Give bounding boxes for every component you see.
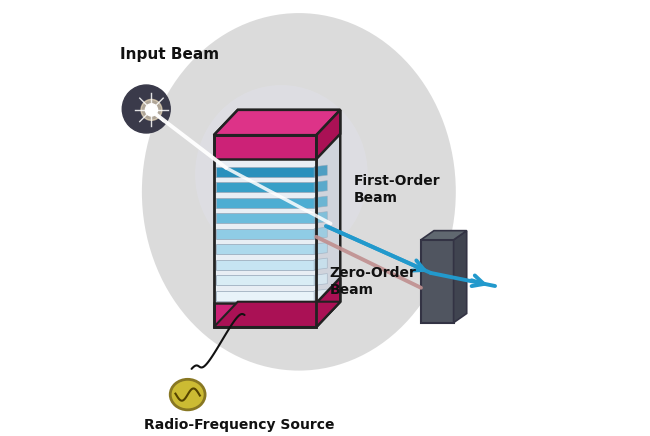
Circle shape (146, 104, 157, 116)
Polygon shape (317, 110, 340, 327)
Polygon shape (214, 110, 340, 135)
FancyBboxPatch shape (216, 275, 314, 285)
Polygon shape (314, 196, 328, 208)
Polygon shape (314, 227, 328, 239)
Polygon shape (421, 231, 467, 240)
Polygon shape (314, 181, 328, 192)
Polygon shape (214, 302, 340, 327)
FancyBboxPatch shape (216, 213, 314, 223)
Ellipse shape (142, 13, 456, 371)
Circle shape (122, 85, 170, 133)
FancyBboxPatch shape (216, 260, 314, 270)
Polygon shape (314, 274, 328, 285)
Ellipse shape (195, 85, 368, 264)
Polygon shape (314, 165, 328, 177)
Polygon shape (314, 211, 328, 223)
FancyBboxPatch shape (214, 303, 317, 327)
Text: Radio-Frequency Source: Radio-Frequency Source (144, 418, 335, 432)
Ellipse shape (170, 379, 205, 410)
Polygon shape (214, 110, 340, 135)
Polygon shape (317, 278, 340, 327)
FancyBboxPatch shape (214, 135, 317, 327)
FancyBboxPatch shape (216, 291, 314, 301)
FancyBboxPatch shape (216, 167, 314, 177)
Circle shape (141, 99, 162, 120)
Polygon shape (314, 289, 328, 301)
Polygon shape (314, 258, 328, 270)
FancyBboxPatch shape (421, 240, 454, 323)
Polygon shape (314, 242, 328, 254)
FancyBboxPatch shape (216, 229, 314, 239)
Text: First-Order
Beam: First-Order Beam (354, 174, 440, 205)
Text: Input Beam: Input Beam (120, 47, 219, 62)
Text: Zero-Order
Beam: Zero-Order Beam (330, 266, 416, 297)
FancyBboxPatch shape (216, 182, 314, 192)
Polygon shape (454, 231, 467, 323)
FancyBboxPatch shape (216, 244, 314, 254)
FancyBboxPatch shape (214, 135, 317, 159)
Polygon shape (317, 110, 340, 159)
FancyBboxPatch shape (216, 198, 314, 208)
